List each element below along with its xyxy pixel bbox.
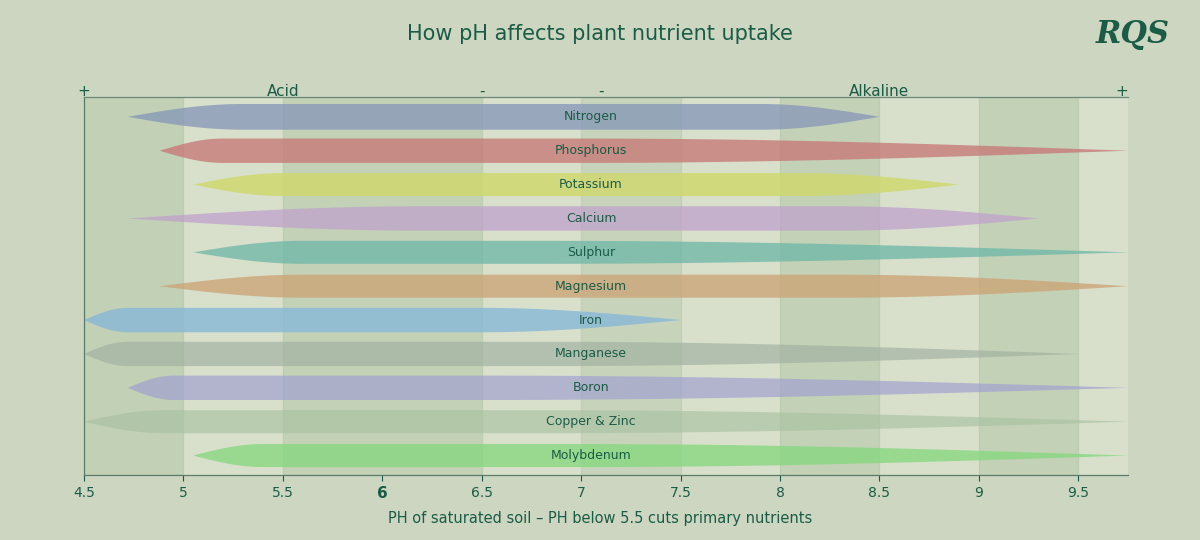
Polygon shape xyxy=(127,104,880,130)
Text: PH of saturated soil – PH below 5.5 cuts primary nutrients: PH of saturated soil – PH below 5.5 cuts… xyxy=(388,511,812,526)
Text: Magnesium: Magnesium xyxy=(556,280,628,293)
Text: Manganese: Manganese xyxy=(556,347,628,360)
Bar xyxy=(84,97,184,475)
Polygon shape xyxy=(160,139,1128,163)
Text: +: + xyxy=(78,84,90,99)
Text: RQS: RQS xyxy=(1096,19,1170,50)
Polygon shape xyxy=(193,444,1128,467)
Text: Sulphur: Sulphur xyxy=(568,246,616,259)
Polygon shape xyxy=(127,206,1038,231)
Text: Calcium: Calcium xyxy=(566,212,617,225)
Polygon shape xyxy=(193,173,959,196)
Text: Phosphorus: Phosphorus xyxy=(554,144,628,157)
Text: Iron: Iron xyxy=(580,314,604,327)
Text: Potassium: Potassium xyxy=(559,178,623,191)
Text: Boron: Boron xyxy=(572,381,610,394)
Text: Molybdenum: Molybdenum xyxy=(551,449,631,462)
Bar xyxy=(283,97,481,475)
Polygon shape xyxy=(84,410,1128,433)
Text: -: - xyxy=(479,84,485,99)
Polygon shape xyxy=(127,376,1128,400)
Text: -: - xyxy=(599,84,604,99)
Polygon shape xyxy=(84,308,680,332)
Text: Alkaline: Alkaline xyxy=(850,84,910,99)
Text: How pH affects plant nutrient uptake: How pH affects plant nutrient uptake xyxy=(407,24,793,44)
Text: Acid: Acid xyxy=(266,84,299,99)
Bar xyxy=(780,97,880,475)
Text: Copper & Zinc: Copper & Zinc xyxy=(546,415,636,428)
Polygon shape xyxy=(193,241,1128,264)
Bar xyxy=(581,97,680,475)
Text: +: + xyxy=(1116,84,1128,99)
Bar xyxy=(979,97,1079,475)
Text: Nitrogen: Nitrogen xyxy=(564,110,618,123)
Polygon shape xyxy=(160,275,1128,298)
Polygon shape xyxy=(84,342,1079,366)
